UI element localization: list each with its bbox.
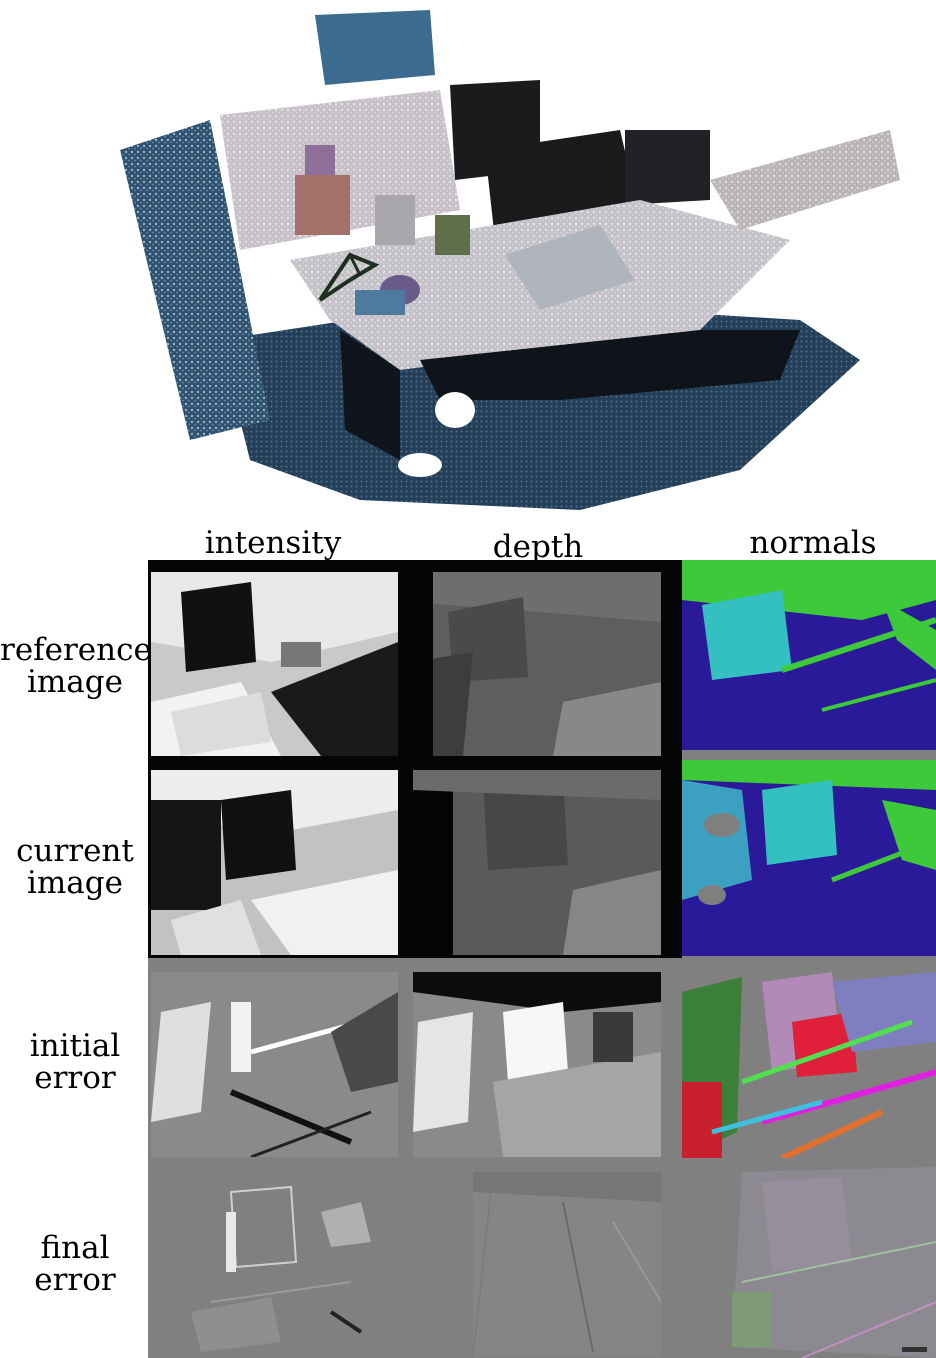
point-cloud-graphic [120, 10, 900, 510]
current-depth-image [413, 770, 661, 955]
reference-depth-image [413, 572, 661, 756]
final-error-intensity-image [151, 1172, 398, 1357]
row-label-initial-error: initial error [0, 1030, 150, 1094]
row-label-line: error [34, 1262, 116, 1298]
reference-intensity-image [151, 572, 398, 756]
row-label-line: reference [0, 632, 152, 668]
row-label-line: current [16, 833, 134, 869]
initial-error-normals-image [682, 962, 936, 1158]
row-label-reference-image: reference image [0, 632, 152, 700]
initial-error-intensity-image [151, 972, 398, 1157]
row-label-line: initial [29, 1028, 121, 1064]
row-label-line: final [40, 1230, 110, 1266]
current-intensity-image [151, 770, 398, 955]
initial-error-depth-image [413, 972, 661, 1157]
current-normals-image [682, 760, 936, 956]
final-error-depth-image [413, 1172, 661, 1357]
column-header-intensity: intensity [204, 525, 342, 561]
column-header-depth: depth [492, 529, 584, 565]
column-header-normals: normals [749, 525, 877, 561]
row-label-current-image: current image [0, 835, 150, 899]
row-label-final-error: final error [0, 1232, 150, 1296]
image-grid [148, 560, 936, 1358]
row-label-line: image [27, 664, 123, 700]
reference-normals-image [682, 560, 936, 756]
row-label-line: image [27, 865, 123, 901]
row-label-line: error [34, 1060, 116, 1096]
final-error-normals-image [682, 1162, 936, 1358]
point-cloud-reconstruction [100, 0, 900, 520]
